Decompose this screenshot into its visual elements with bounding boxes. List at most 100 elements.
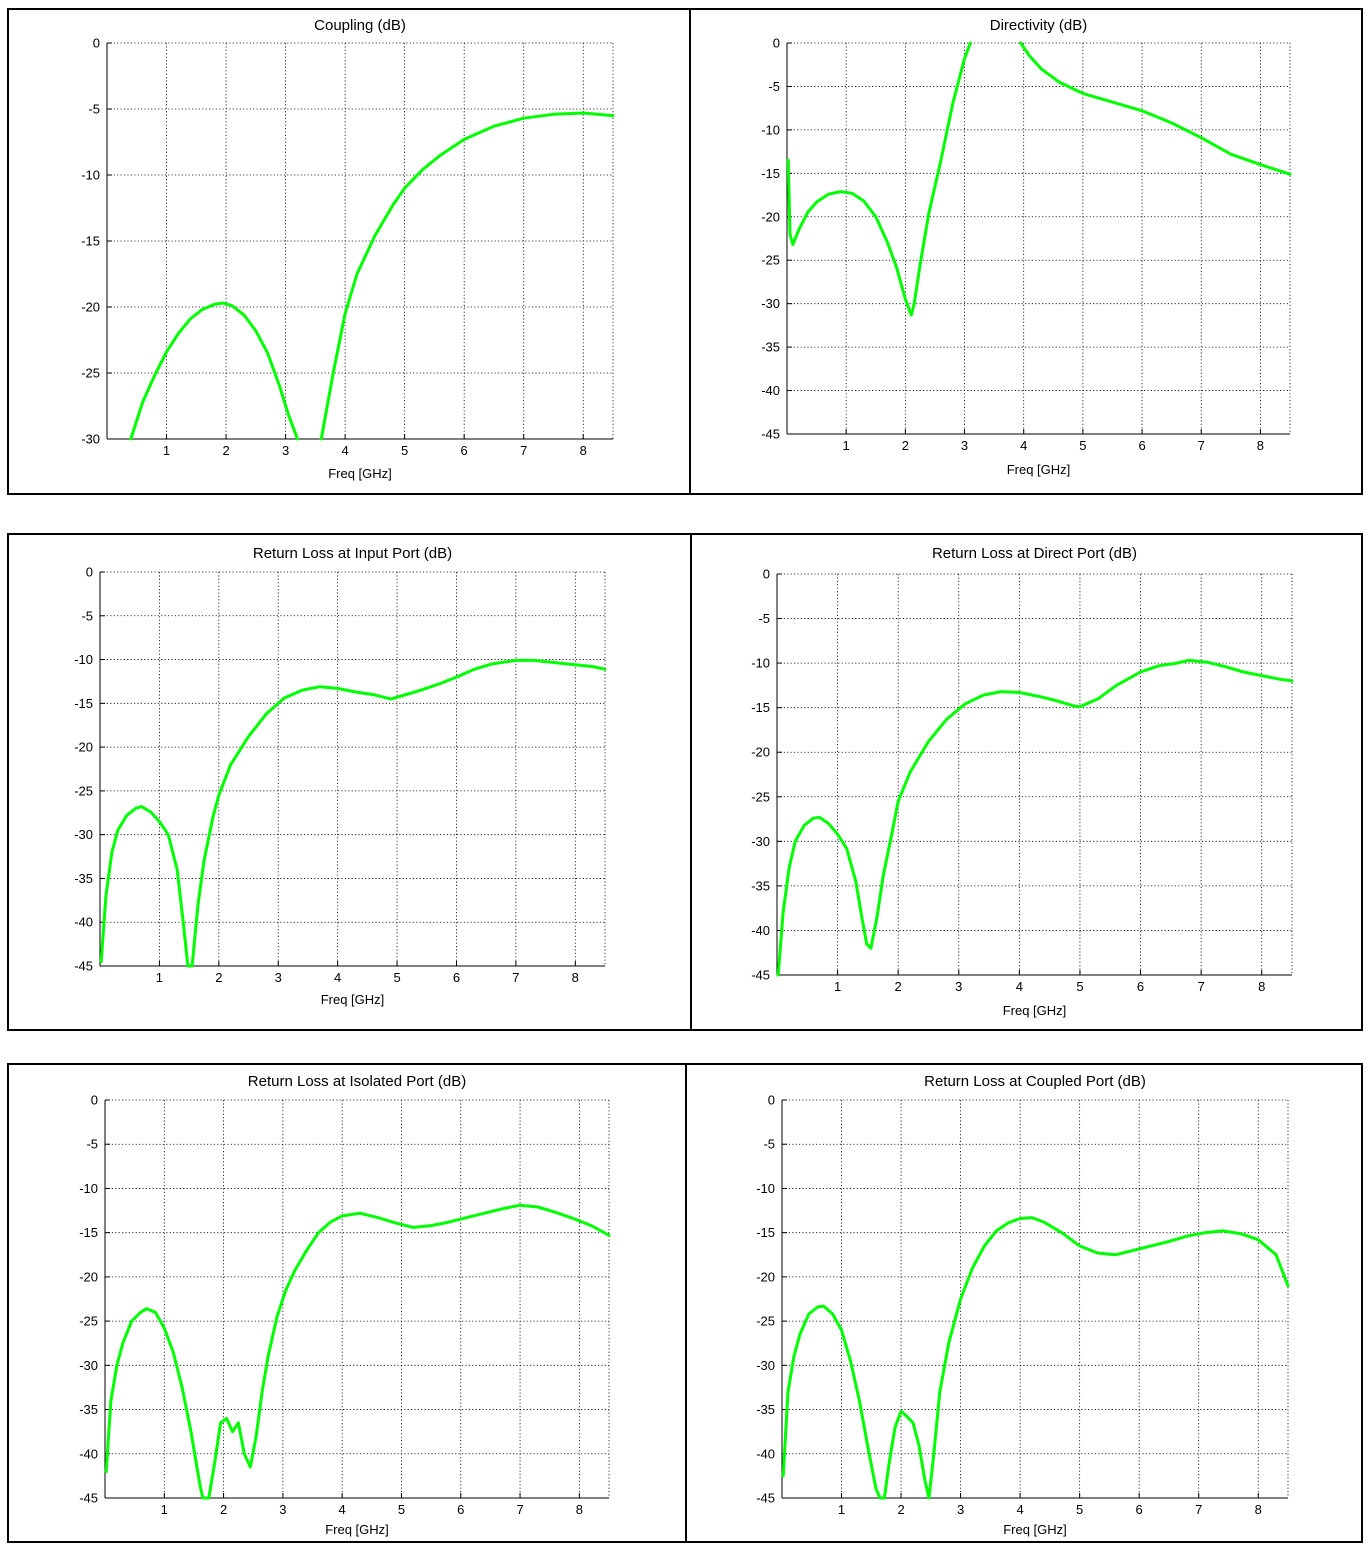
y-tick-label: -35 [74,871,93,886]
chart-title: Return Loss at Direct Port (dB) [932,545,1137,562]
x-tick-label: 4 [334,970,341,985]
y-tick-label: -20 [74,740,93,755]
y-tick-label: -45 [756,1491,775,1506]
x-tick-label: 8 [576,1502,583,1517]
series-line-1 [776,658,1294,977]
y-tick-label: 0 [86,565,93,580]
x-tick-label: 1 [163,443,170,458]
x-tick-label: 8 [1255,1502,1262,1517]
y-tick-label: -45 [751,968,770,983]
x-tick-label: 2 [215,970,222,985]
x-tick-label: 1 [834,979,841,994]
x-tick-label: 3 [955,979,962,994]
chart-title: Return Loss at Input Port (dB) [253,545,452,562]
x-tick-label: 1 [838,1502,845,1517]
y-tick-label: -10 [79,1181,98,1196]
y-tick-label: -20 [79,1269,98,1284]
y-tick-label: -40 [79,1446,98,1461]
row-2-border [7,533,1363,1031]
y-tick-label: -30 [756,1358,775,1373]
chart-1: 1 2 3 4 5 6 7 8 0 -5 -10 -15 -20 -25 -30 Coupling (dB) F… [81,17,615,481]
y-tick-label: -25 [81,366,100,381]
y-tick-label: -45 [74,959,93,974]
y-tick-label: -15 [79,1225,98,1240]
y-tick-label: -20 [756,1269,775,1284]
x-tick-label: 6 [1137,979,1144,994]
x-tick-label: 3 [957,1502,964,1517]
y-tick-label: -5 [768,79,780,94]
y-tick-label: 0 [93,36,100,51]
y-tick-label: -30 [79,1358,98,1373]
x-axis-label: Freq [GHz] [321,992,385,1007]
y-tick-label: -35 [79,1402,98,1417]
x-tick-label: 2 [895,979,902,994]
y-tick-label: -5 [763,1137,775,1152]
y-tick-label: -25 [751,789,770,804]
y-tick-label: 0 [763,567,770,582]
x-tick-label: 5 [398,1502,405,1517]
x-tick-label: 4 [1020,438,1027,453]
x-tick-label: 6 [461,443,468,458]
y-tick-label: -35 [751,878,770,893]
x-tick-label: 3 [279,1502,286,1517]
x-tick-label: 1 [843,438,850,453]
chart-title: Return Loss at Coupled Port (dB) [924,1073,1146,1090]
series-line-1 [129,301,299,441]
x-tick-label: 8 [572,970,579,985]
x-tick-label: 7 [1195,1502,1202,1517]
y-tick-label: -10 [751,656,770,671]
row-1-border [7,8,1363,495]
chart-title: Return Loss at Isolated Port (dB) [248,1073,466,1090]
x-tick-label: 5 [393,970,400,985]
x-tick-label: 6 [1138,438,1145,453]
y-tick-label: -5 [88,102,100,117]
x-tick-label: 3 [282,443,289,458]
y-tick-label: 0 [768,1093,775,1108]
panel-borders [7,8,1363,1543]
x-tick-label: 7 [520,443,527,458]
x-axis-label: Freq [GHz] [1003,1003,1067,1018]
x-axis-label: Freq [GHz] [1003,1522,1067,1537]
x-tick-label: 1 [161,1502,168,1517]
y-tick-label: -40 [751,923,770,938]
x-tick-label: 8 [580,443,587,458]
y-tick-label: -30 [751,834,770,849]
y-tick-label: -10 [756,1181,775,1196]
x-tick-label: 6 [453,970,460,985]
y-tick-label: -30 [81,432,100,447]
y-tick-label: -30 [761,296,780,311]
y-tick-label: -20 [761,209,780,224]
chart-title: Coupling (dB) [314,17,406,34]
y-tick-label: -15 [756,1225,775,1240]
series-line-1 [99,658,607,968]
chart-title: Directivity (dB) [990,17,1088,34]
x-tick-label: 5 [1079,438,1086,453]
y-tick-label: -20 [751,745,770,760]
x-axis-label: Freq [GHz] [328,466,392,481]
y-tick-label: -5 [81,608,93,623]
x-tick-label: 5 [401,443,408,458]
x-tick-label: 4 [339,1502,346,1517]
x-tick-label: 4 [1016,979,1023,994]
x-tick-label: 5 [1076,979,1083,994]
x-tick-label: 7 [1198,438,1205,453]
y-tick-label: -40 [761,383,780,398]
y-tick-label: -25 [761,253,780,268]
x-tick-label: 2 [902,438,909,453]
x-tick-label: 2 [222,443,229,458]
y-tick-label: -40 [74,915,93,930]
y-tick-label: -25 [79,1314,98,1329]
x-tick-label: 1 [156,970,163,985]
chart-6: 1 2 3 4 5 6 7 8 0 -5 -10 -15 -20 -25 -30 -35 -40 -45 Retur… [756,1073,1290,1537]
y-tick-label: -25 [756,1314,775,1329]
y-tick-label: 0 [773,36,780,51]
y-tick-label: -5 [86,1137,98,1152]
series-line-1 [104,1203,611,1500]
series-line-1 [781,1216,1290,1500]
y-tick-label: -15 [74,696,93,711]
x-tick-label: 2 [897,1502,904,1517]
x-tick-label: 7 [512,970,519,985]
x-tick-label: 4 [1017,1502,1024,1517]
y-tick-label: -40 [756,1446,775,1461]
